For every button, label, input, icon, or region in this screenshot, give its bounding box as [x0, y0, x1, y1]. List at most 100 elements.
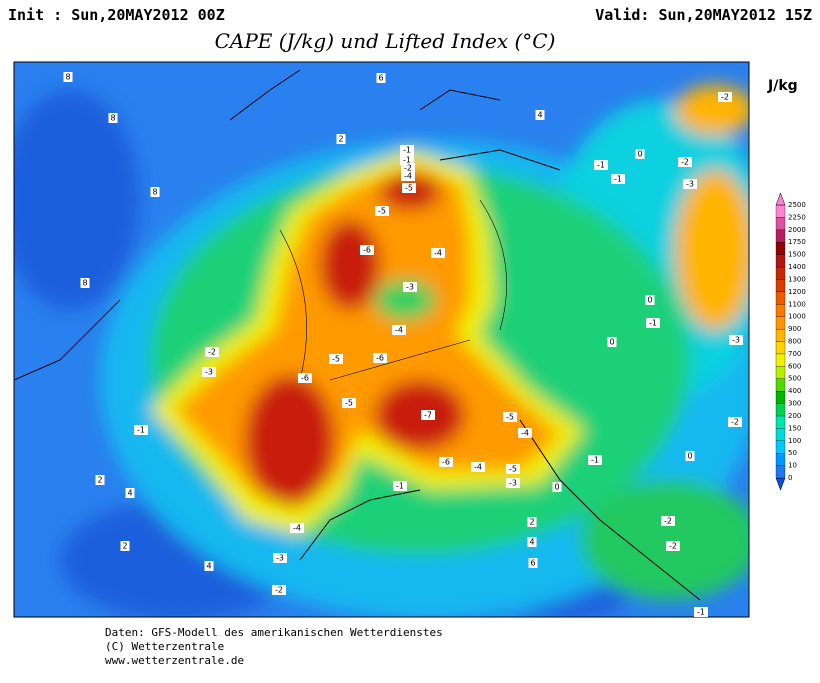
contour-label: -6 [301, 374, 309, 383]
colorbar-label: 1750 [788, 238, 806, 246]
colorbar-label: 1300 [788, 275, 806, 283]
colorbar-label: 100 [788, 437, 801, 445]
contour-label-box [718, 92, 732, 102]
colorbar-box [775, 453, 786, 466]
contour-label: -5 [378, 207, 386, 216]
footer-line: Daten: GFS-Modell des amerikanischen Wet… [105, 626, 443, 639]
contour-label-box [290, 523, 304, 533]
contour-label: -7 [424, 411, 432, 420]
contour-label-box [360, 245, 374, 255]
contour-label-box [594, 160, 608, 170]
contour-label: 6 [530, 559, 535, 568]
contour-label-box [80, 278, 90, 288]
contour-label: -2 [208, 348, 216, 357]
contour-label: -1 [649, 319, 657, 328]
colorbar-unit: J/kg [767, 78, 798, 94]
contour-label: -2 [404, 164, 412, 173]
contour-label: -2 [669, 542, 677, 551]
contour-label: 2 [122, 542, 127, 551]
contour-label: -4 [434, 249, 442, 258]
contour-label: -1 [591, 456, 599, 465]
contour-label-box [150, 187, 160, 197]
contour-label-box [506, 464, 520, 474]
colorbar-box [775, 279, 786, 293]
contour-label: 8 [65, 73, 70, 82]
colorbar-box [775, 242, 786, 255]
contour-label: -4 [474, 463, 482, 472]
contour-label: 2 [97, 476, 102, 485]
contour-label-box [376, 73, 386, 83]
colorbar-label: 500 [788, 375, 801, 383]
contour-label: -6 [363, 246, 371, 255]
contour-label-box [401, 163, 415, 173]
colorbar-label: 0 [788, 474, 792, 482]
colorbar-label: 300 [788, 400, 801, 408]
contour-label: 8 [110, 114, 115, 123]
contour-label-box [375, 206, 389, 216]
contour-label: -4 [395, 326, 403, 335]
contour-label-box [336, 134, 346, 144]
colorbar-box [775, 316, 786, 330]
contour-label: 8 [152, 188, 157, 197]
contour-label: 6 [378, 74, 383, 83]
contour-label: 4 [127, 489, 132, 498]
colorbar-box [775, 403, 786, 417]
colorbar-label: 2000 [788, 226, 806, 234]
contour-label: -1 [614, 175, 622, 184]
contour-label-box [431, 248, 445, 258]
valid-time: Valid: Sun,20MAY2012 15Z [595, 6, 812, 24]
contour-label-box [204, 561, 214, 571]
map-title: CAPE (J/kg) und Lifted Index (°C) [215, 29, 556, 53]
colorbar-box [775, 415, 786, 429]
contour-label-box [661, 516, 675, 526]
colorbar-label: 200 [788, 412, 801, 420]
colorbar-box [775, 353, 786, 367]
contour-label-box [95, 475, 105, 485]
colorbar-label: 900 [788, 325, 801, 333]
contour-label: 2 [529, 518, 534, 527]
contour-label-box [527, 537, 537, 547]
contour-label: 0 [647, 296, 652, 305]
contour-label-box [108, 113, 118, 123]
contour-label-box [373, 353, 387, 363]
contour-label: -6 [442, 458, 450, 467]
contour-label-box [272, 585, 286, 595]
colorbar-box [775, 440, 786, 454]
colorbar-box [775, 254, 786, 268]
contour-label: 4 [529, 538, 534, 547]
colorbar-box [775, 390, 786, 404]
colorbar-box [775, 229, 786, 243]
colorbar-box [775, 428, 786, 441]
colorbar-label: 600 [788, 362, 801, 370]
colorbar-label: 700 [788, 350, 801, 358]
contour-label: 0 [609, 338, 614, 347]
contour-label-box [611, 174, 625, 184]
contour-label: -3 [509, 479, 517, 488]
contour-label: 8 [82, 279, 87, 288]
contour-label-box [400, 155, 414, 165]
contour-label-box [202, 367, 216, 377]
map [14, 62, 749, 617]
colorbar-label: 150 [788, 424, 801, 432]
contour-label: 4 [537, 111, 542, 120]
contour-label-box [400, 145, 414, 155]
contour-label-box [63, 72, 73, 82]
contour-label: -2 [664, 517, 672, 526]
footer-line: www.wetterzentrale.de [105, 654, 244, 667]
contour-label: -6 [376, 354, 384, 363]
contour-label-box [694, 607, 708, 617]
contour-label: -4 [293, 524, 301, 533]
contour-label: -1 [403, 156, 411, 165]
colorbar-box [775, 465, 786, 479]
contour-label-box [393, 481, 407, 491]
colorbar-label: 800 [788, 338, 801, 346]
contour-label-box [439, 457, 453, 467]
contour-label: -5 [332, 355, 340, 364]
contour-label-box [518, 428, 532, 438]
colorbar-box [775, 341, 786, 355]
colorbar-arrow [775, 192, 786, 206]
colorbar-label: 1200 [788, 288, 806, 296]
contour-label-box [392, 325, 406, 335]
contour-label-box [506, 478, 520, 488]
